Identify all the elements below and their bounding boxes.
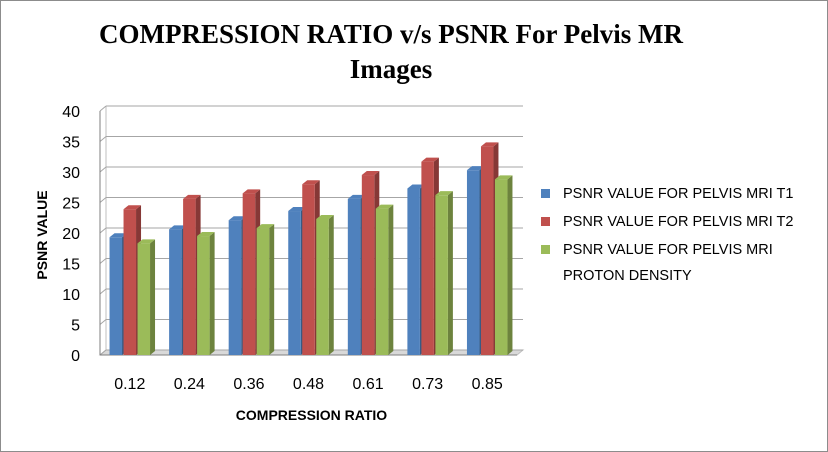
bar-side xyxy=(447,191,453,355)
bar-face xyxy=(242,193,256,355)
legend-label: PSNR VALUE FOR PELVIS MRI T2 xyxy=(563,214,794,230)
bar-face xyxy=(435,195,448,355)
bar xyxy=(256,224,275,355)
bar-face xyxy=(407,188,420,355)
y-tick-label: 40 xyxy=(62,104,80,121)
gridline-depth xyxy=(99,258,107,264)
gridline-depth xyxy=(99,105,107,112)
bar-top xyxy=(183,194,201,199)
bar-top xyxy=(169,225,187,230)
bar-top xyxy=(288,207,306,212)
legend-label: PSNR VALUE FOR PELVIS MRI PROTON DENSITY xyxy=(563,242,773,284)
gridline-depth xyxy=(99,288,107,295)
bar-top xyxy=(361,171,380,176)
bar-face xyxy=(421,161,434,355)
bar-face xyxy=(302,184,315,355)
bar-top xyxy=(466,166,485,171)
bar-top xyxy=(123,205,142,210)
legend-entry: PSNR VALUE FOR PELVIS MRI T1 xyxy=(541,181,821,207)
bar-top xyxy=(407,184,425,189)
bar-side xyxy=(328,214,334,355)
legend-entry: PSNR VALUE FOR PELVIS MRI PROTON DENSITY xyxy=(541,237,821,289)
bar xyxy=(375,204,394,355)
x-tick-label: 0.73 xyxy=(412,376,443,393)
bar-face xyxy=(316,218,329,355)
bar-top xyxy=(494,175,513,180)
bar-face xyxy=(123,209,137,355)
bar-top xyxy=(347,194,366,199)
bar-face xyxy=(197,236,210,355)
chart-title: COMPRESSION RATIO v/s PSNR For Pelvis MR… xyxy=(98,19,683,84)
y-tick-label: 15 xyxy=(62,257,80,274)
bar-top xyxy=(375,204,394,209)
x-tick-label: 0.85 xyxy=(472,376,503,393)
bar-top xyxy=(480,142,499,147)
bar-top xyxy=(302,180,320,185)
bar-side xyxy=(209,232,215,355)
y-tick-label: 10 xyxy=(62,287,80,304)
bar-face xyxy=(466,170,480,355)
gridline-depth xyxy=(99,197,107,203)
y-tick-label: 0 xyxy=(71,348,80,365)
bar-top xyxy=(435,191,453,196)
y-tick-label: 20 xyxy=(62,226,80,243)
bar-face xyxy=(361,175,375,355)
legend-swatch xyxy=(541,217,550,226)
x-tick-label: 0.24 xyxy=(174,376,205,393)
legend-swatch xyxy=(541,245,550,254)
gridline-depth xyxy=(99,349,107,356)
bar-top xyxy=(256,224,275,229)
legend: PSNR VALUE FOR PELVIS MRI T1 PSNR VALUE F… xyxy=(541,181,821,291)
bar-side xyxy=(150,239,156,355)
bar-face xyxy=(169,229,182,355)
gridline-depth xyxy=(99,166,107,173)
x-tick-label: 0.61 xyxy=(353,376,384,393)
bar xyxy=(494,175,513,355)
y-tick-label: 35 xyxy=(62,135,80,152)
bar-side xyxy=(507,175,513,355)
bar-top xyxy=(242,189,261,194)
bar-top xyxy=(197,232,215,237)
bar xyxy=(137,239,156,355)
bar xyxy=(316,214,334,355)
legend-swatch xyxy=(541,189,550,198)
bar-side xyxy=(269,224,275,355)
bar-top xyxy=(109,233,128,238)
bar-face xyxy=(480,146,494,355)
bar-face xyxy=(347,198,361,355)
bar-face xyxy=(288,211,301,355)
y-tick-label: 5 xyxy=(71,318,80,335)
y-axis-title: PSNR VALUE xyxy=(34,190,50,279)
x-axis-title: COMPRESSION RATIO xyxy=(236,407,388,423)
legend-entry: PSNR VALUE FOR PELVIS MRI T2 xyxy=(541,209,821,235)
bar-top xyxy=(316,214,334,219)
x-tick-label: 0.48 xyxy=(293,376,324,393)
bar-top xyxy=(421,157,439,162)
bar-top xyxy=(137,239,156,244)
bar-face xyxy=(494,179,508,355)
bar-face xyxy=(228,220,242,355)
gridline-depth xyxy=(99,227,107,234)
bar xyxy=(197,232,215,355)
x-tick-label: 0.12 xyxy=(114,376,145,393)
gridline-depth xyxy=(99,136,107,142)
bar-face xyxy=(137,243,151,355)
y-tick-label: 30 xyxy=(62,165,80,182)
bar-top xyxy=(228,216,247,221)
bar xyxy=(435,191,453,355)
bar-face xyxy=(183,198,196,355)
bar-face xyxy=(375,208,389,355)
legend-label: PSNR VALUE FOR PELVIS MRI T1 xyxy=(563,186,794,202)
bar-face xyxy=(256,228,270,355)
bar-face xyxy=(109,237,123,355)
bar-side xyxy=(388,204,394,355)
gridline-depth xyxy=(99,319,107,325)
x-tick-label: 0.36 xyxy=(233,376,264,393)
y-tick-label: 25 xyxy=(62,196,80,213)
